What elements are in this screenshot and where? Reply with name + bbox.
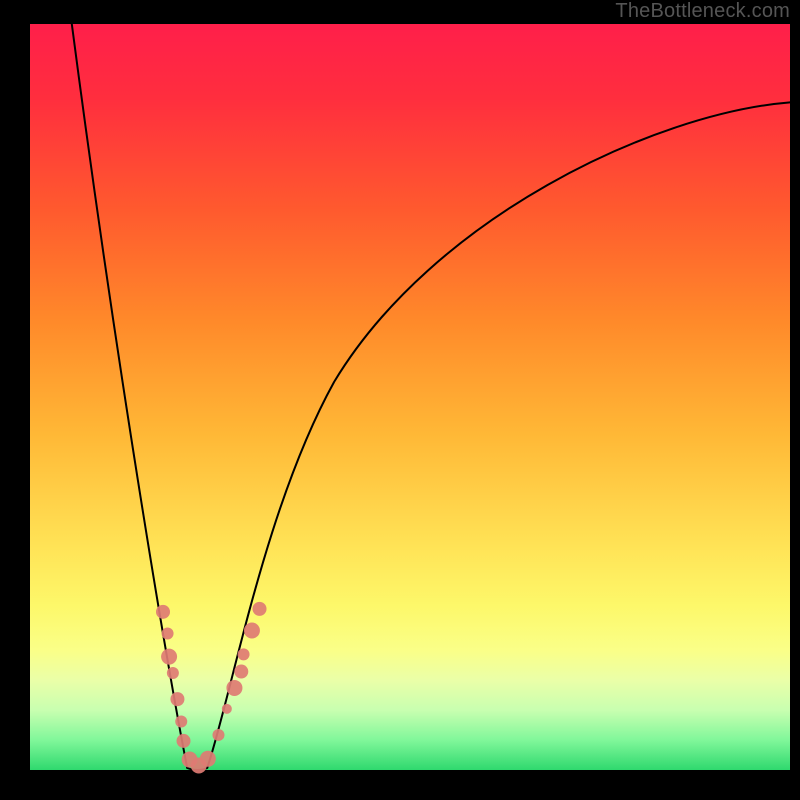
curve-layer bbox=[0, 0, 800, 800]
data-point-marker bbox=[238, 648, 250, 660]
data-point-marker bbox=[226, 680, 242, 696]
data-point-marker bbox=[222, 704, 232, 714]
data-point-marker bbox=[156, 605, 170, 619]
watermark-text: TheBottleneck.com bbox=[615, 0, 790, 23]
bottleneck-curve bbox=[72, 24, 790, 770]
data-point-marker bbox=[200, 751, 216, 767]
data-point-marker bbox=[234, 665, 248, 679]
data-point-marker bbox=[162, 627, 174, 639]
chart-container: TheBottleneck.com bbox=[0, 0, 800, 800]
data-point-marker bbox=[161, 649, 177, 665]
data-point-marker bbox=[170, 692, 184, 706]
data-point-marker bbox=[212, 729, 224, 741]
data-point-marker bbox=[177, 734, 191, 748]
data-point-marker bbox=[167, 667, 179, 679]
data-point-marker bbox=[175, 716, 187, 728]
data-point-marker bbox=[244, 622, 260, 638]
data-point-marker bbox=[253, 602, 267, 616]
